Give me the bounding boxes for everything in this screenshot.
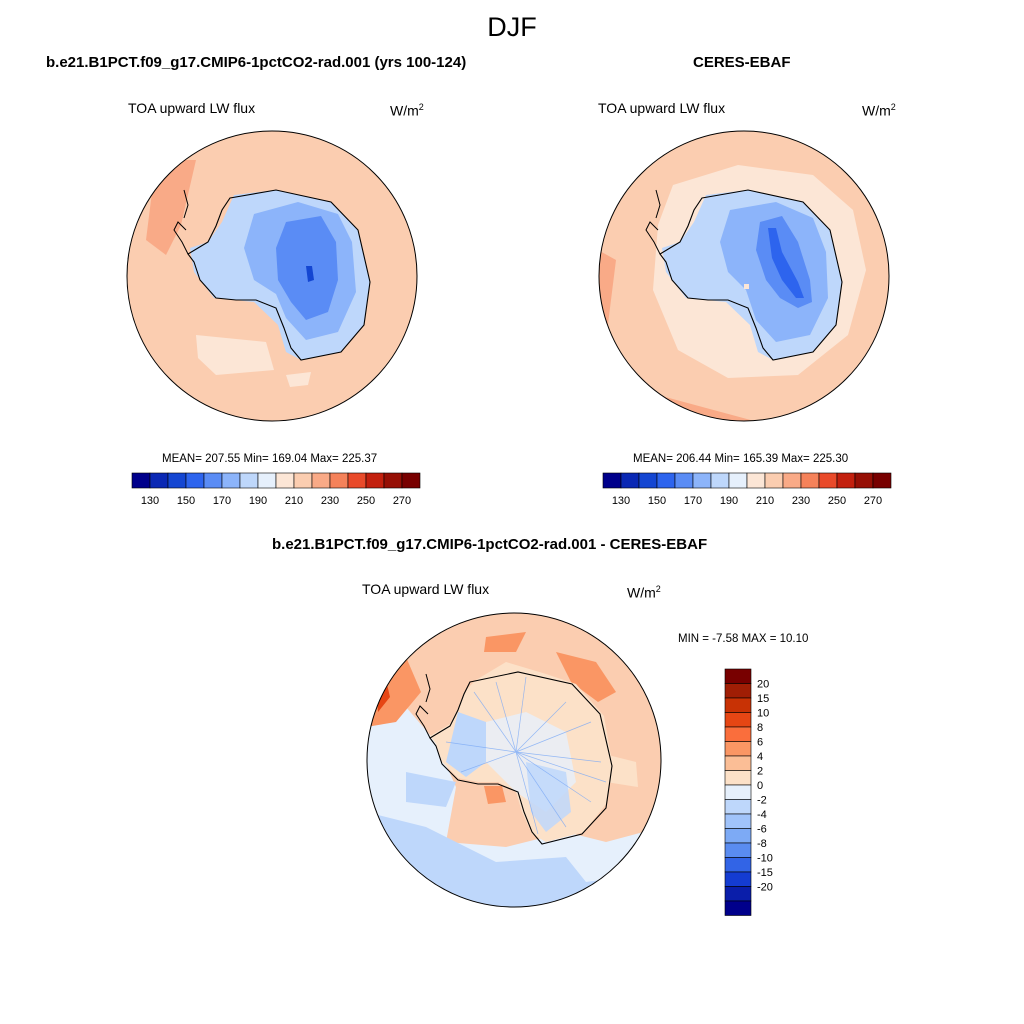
colorbar-tick-label: -4 [757, 809, 767, 821]
colorbar-box [656, 472, 676, 489]
colorbar-tick-label: 4 [757, 751, 763, 763]
colorbar-box [746, 472, 766, 489]
colorbar-box [275, 472, 295, 489]
colorbar-box [764, 472, 784, 489]
colorbar-box [724, 900, 752, 916]
panel-3-title: b.e21.B1PCT.f09_g17.CMIP6-1pctCO2-rad.00… [272, 536, 708, 553]
colorbar-box [724, 726, 752, 742]
colorbar-box [365, 472, 385, 489]
colorbar-box [724, 697, 752, 713]
colorbar-tick-label: 8 [757, 722, 763, 734]
colorbar-box [800, 472, 820, 489]
panel-1-stats: MEAN= 207.55 Min= 169.04 Max= 225.37 [162, 453, 378, 465]
colorbar-box [311, 472, 331, 489]
colorbar-tick-label: -15 [757, 867, 773, 879]
colorbar-box [872, 472, 892, 489]
colorbar-box [185, 472, 205, 489]
colorbar-box [674, 472, 694, 489]
colorbar-box [724, 668, 752, 684]
colorbar-box [239, 472, 259, 489]
colorbar-tick-label: -2 [757, 795, 767, 807]
panel-1-units: W/m2 [390, 102, 424, 119]
colorbar-box [724, 842, 752, 858]
colorbar-box [329, 472, 349, 489]
panel-1-variable: TOA upward LW flux [128, 100, 256, 116]
colorbar-tick-label: 270 [393, 495, 411, 507]
colorbar-box [728, 472, 748, 489]
colorbar-box [724, 799, 752, 815]
colorbar-box [293, 472, 313, 489]
panel-2-variable: TOA upward LW flux [598, 100, 726, 116]
colorbar-tick-label: 210 [756, 495, 774, 507]
panel-3-map [366, 612, 662, 908]
panel-3-units: W/m2 [627, 584, 661, 601]
colorbar-tick-label: -20 [757, 882, 773, 894]
colorbar-box [347, 472, 367, 489]
colorbar-tick-label: 10 [757, 708, 769, 720]
colorbar-box [203, 472, 223, 489]
colorbar-tick-label: 170 [684, 495, 702, 507]
panel-2-map [598, 130, 890, 422]
panel-1-map [126, 130, 418, 422]
panel-2-colorbar: 130 150 170 190 210 230 250 270 [602, 472, 892, 507]
colorbar-tick-label: 230 [792, 495, 810, 507]
panel-3-variable: TOA upward LW flux [362, 581, 490, 597]
colorbar-box [836, 472, 856, 489]
colorbar-box [854, 472, 874, 489]
colorbar-box [692, 472, 712, 489]
colorbar-box [724, 784, 752, 800]
colorbar-box [383, 472, 403, 489]
colorbar-box [724, 857, 752, 873]
colorbar-tick-label: 270 [864, 495, 882, 507]
colorbar-box [167, 472, 187, 489]
colorbar-box [149, 472, 169, 489]
colorbar-tick-label: 190 [720, 495, 738, 507]
colorbar-box [818, 472, 838, 489]
colorbar-tick-label: 250 [357, 495, 375, 507]
colorbar-box [131, 472, 151, 489]
colorbar-tick-label: 6 [757, 737, 763, 749]
colorbar-box [221, 472, 241, 489]
panel-2-title: CERES-EBAF [693, 54, 791, 71]
colorbar-tick-label: 20 [757, 679, 769, 691]
colorbar-tick-label: 230 [321, 495, 339, 507]
colorbar-tick-label: 150 [177, 495, 195, 507]
main-title: DJF [487, 12, 537, 42]
panel-1-title: b.e21.B1PCT.f09_g17.CMIP6-1pctCO2-rad.00… [46, 54, 467, 71]
colorbar-box [724, 886, 752, 902]
colorbar-tick-label: 250 [828, 495, 846, 507]
colorbar-box [782, 472, 802, 489]
colorbar-tick-label: 170 [213, 495, 231, 507]
panel-2-stats: MEAN= 206.44 Min= 165.39 Max= 225.30 [633, 453, 849, 465]
colorbar-tick-label: 150 [648, 495, 666, 507]
panel-3-stats: MIN = -7.58 MAX = 10.10 [678, 633, 809, 645]
colorbar-box [620, 472, 640, 489]
colorbar-box [724, 871, 752, 887]
colorbar-tick-label: -6 [757, 824, 767, 836]
colorbar-box [257, 472, 277, 489]
colorbar-box [401, 472, 421, 489]
colorbar-tick-label: -8 [757, 838, 767, 850]
colorbar-tick-label: 2 [757, 766, 763, 778]
colorbar-box [724, 683, 752, 699]
colorbar-tick-label: 15 [757, 693, 769, 705]
colorbar-box [724, 712, 752, 728]
colorbar-box [724, 741, 752, 757]
panel-2-units: W/m2 [862, 102, 896, 119]
colorbar-box [724, 813, 752, 829]
colorbar-box [638, 472, 658, 489]
panel-1-colorbar: 130 150 170 190 210 230 250 270 [131, 472, 421, 507]
colorbar-box [724, 755, 752, 771]
colorbar-tick-label: -10 [757, 853, 773, 865]
colorbar-tick-label: 130 [612, 495, 630, 507]
colorbar-tick-label: 210 [285, 495, 303, 507]
colorbar-tick-label: 190 [249, 495, 267, 507]
colorbar-box [724, 770, 752, 786]
colorbar-box [710, 472, 730, 489]
colorbar-tick-label: 0 [757, 780, 763, 792]
colorbar-box [602, 472, 622, 489]
colorbar-tick-label: 130 [141, 495, 159, 507]
colorbar-box [724, 828, 752, 844]
